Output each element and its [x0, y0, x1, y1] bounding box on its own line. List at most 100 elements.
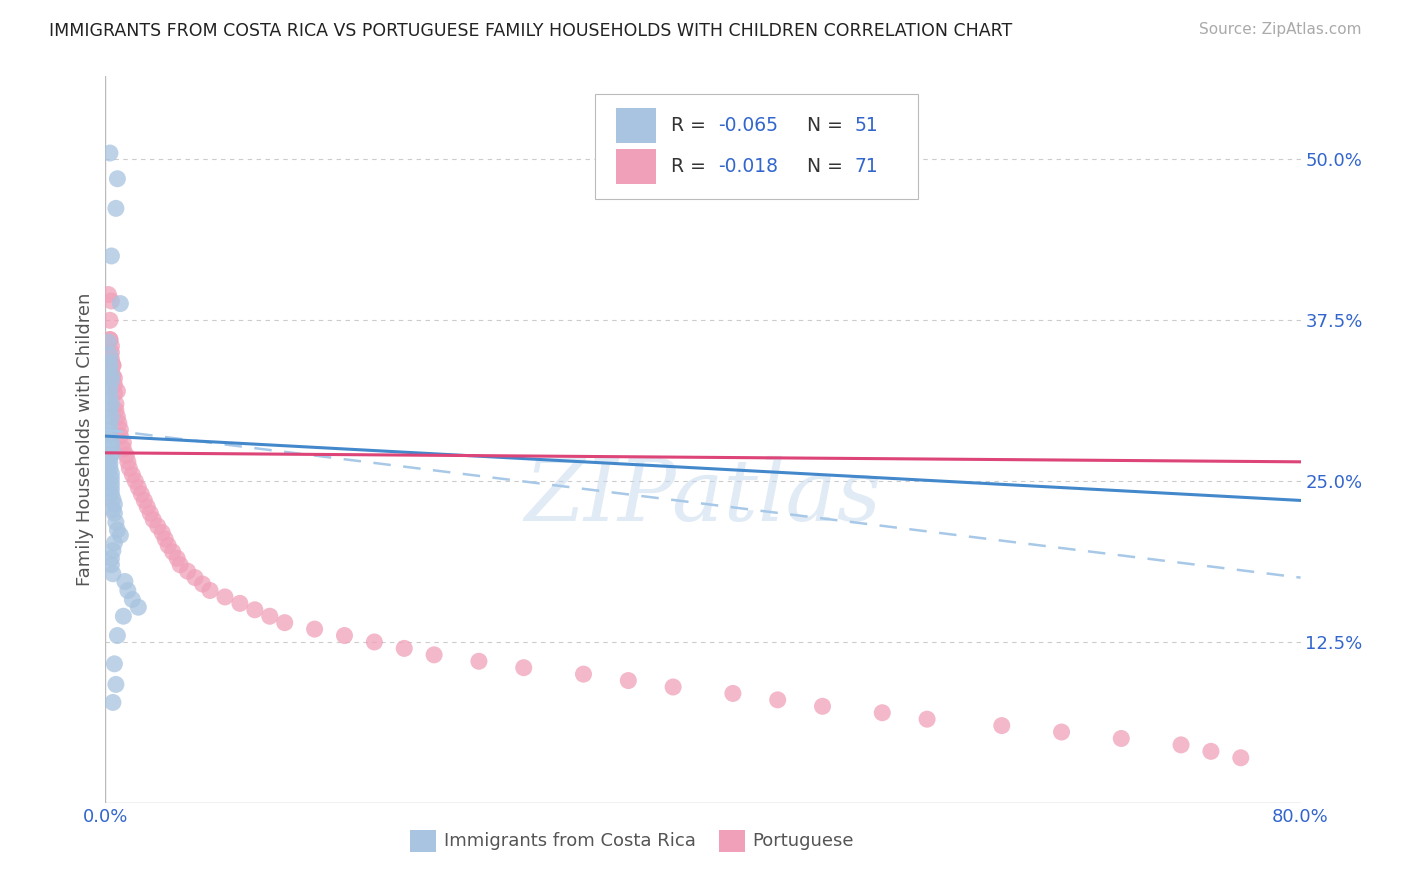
Point [98, 382, 121, 396]
Point [103, 657, 125, 671]
Text: N =: N = [807, 157, 849, 177]
Point [811, 699, 834, 714]
Point [198, 583, 221, 598]
Point [100, 435, 122, 450]
Point [107, 523, 129, 537]
Point [98, 356, 121, 370]
Text: IMMIGRANTS FROM COSTA RICA VS PORTUGUESE FAMILY HOUSEHOLDS WITH CHILDREN CORRELA: IMMIGRANTS FROM COSTA RICA VS PORTUGUESE… [49, 22, 1012, 40]
Point [155, 532, 177, 546]
Point [98, 348, 121, 362]
Point [101, 695, 124, 709]
Point [97, 287, 120, 301]
Point [121, 467, 143, 482]
Point [101, 359, 124, 373]
Text: 51: 51 [855, 116, 879, 135]
Point [363, 635, 385, 649]
Point [100, 551, 122, 566]
Point [101, 543, 124, 558]
Point [98, 461, 121, 475]
Point [98, 360, 121, 375]
Point [124, 474, 146, 488]
Point [184, 571, 207, 585]
Point [134, 493, 156, 508]
FancyBboxPatch shape [596, 94, 918, 200]
Text: R =: R = [671, 157, 711, 177]
Point [98, 429, 121, 443]
Point [118, 461, 141, 475]
Text: ZIPatlas: ZIPatlas [524, 456, 882, 539]
Point [101, 492, 124, 507]
Point [1199, 744, 1222, 758]
Point [100, 487, 122, 501]
Point [98, 313, 121, 327]
Point [146, 519, 169, 533]
Point [98, 333, 121, 347]
Point [176, 564, 198, 578]
Point [103, 506, 125, 520]
Point [98, 423, 121, 437]
Point [100, 339, 122, 353]
Point [394, 641, 416, 656]
Point [121, 592, 143, 607]
Point [136, 500, 159, 514]
Point [110, 423, 132, 437]
Point [107, 628, 129, 642]
Text: 71: 71 [855, 157, 879, 177]
Point [169, 558, 191, 572]
Point [100, 438, 122, 452]
Text: -0.018: -0.018 [718, 157, 779, 177]
Point [114, 574, 136, 589]
Point [129, 487, 153, 501]
Point [103, 536, 125, 550]
Bar [616, 108, 657, 143]
Point [259, 609, 281, 624]
Point [100, 471, 122, 485]
Point [100, 249, 122, 263]
Point [127, 600, 149, 615]
Point [243, 603, 266, 617]
Point [98, 416, 121, 430]
Text: Portuguese: Portuguese [752, 832, 853, 850]
Point [104, 397, 127, 411]
Point [100, 351, 122, 366]
Point [107, 409, 129, 424]
Point [191, 577, 214, 591]
Text: -0.065: -0.065 [718, 116, 779, 135]
Point [100, 409, 122, 424]
Point [100, 345, 122, 359]
Point [150, 525, 173, 540]
Point [101, 502, 124, 516]
Point [100, 293, 122, 308]
Point [166, 551, 188, 566]
Text: Source: ZipAtlas.com: Source: ZipAtlas.com [1198, 22, 1361, 37]
Point [100, 467, 122, 481]
Bar [718, 830, 745, 852]
Point [98, 456, 121, 470]
Point [108, 416, 131, 430]
Point [721, 686, 744, 700]
Point [98, 333, 121, 347]
Point [513, 661, 536, 675]
Point [101, 368, 124, 383]
Point [110, 528, 132, 542]
Point [990, 718, 1012, 732]
Text: Immigrants from Costa Rica: Immigrants from Costa Rica [444, 832, 696, 850]
Point [333, 628, 356, 642]
Point [100, 476, 122, 491]
Point [98, 450, 121, 465]
Point [103, 371, 125, 385]
Point [98, 389, 121, 403]
Point [273, 615, 295, 630]
Point [662, 680, 685, 694]
Point [98, 402, 121, 417]
Point [117, 455, 139, 469]
Point [1111, 731, 1133, 746]
Point [157, 539, 180, 553]
Point [100, 558, 122, 572]
Point [100, 368, 122, 383]
Point [468, 654, 491, 668]
Point [304, 622, 326, 636]
Point [112, 609, 135, 624]
Point [103, 497, 125, 511]
Y-axis label: Family Households with Children: Family Households with Children [76, 293, 94, 586]
